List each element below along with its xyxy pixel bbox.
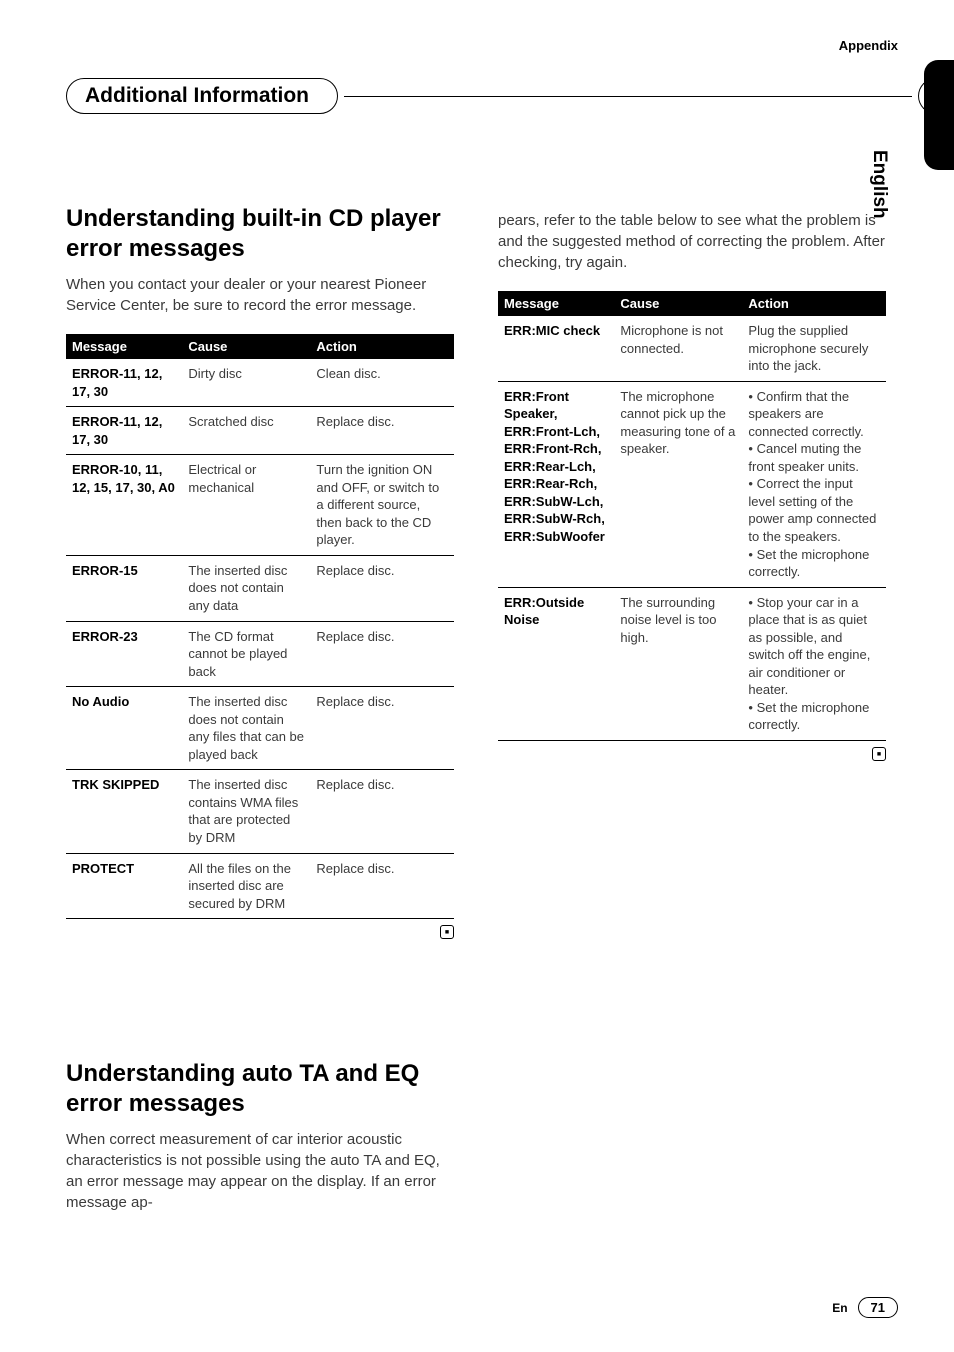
cell-msg: PROTECT (66, 853, 182, 919)
cell-cause: Scratched disc (182, 407, 310, 455)
cell-msg: ERROR-10, 11, 12, 15, 17, 30, A0 (66, 455, 182, 556)
cell-action: Replace disc. (310, 555, 454, 621)
cell-action: • Stop your car in a place that is as qu… (742, 587, 886, 740)
section-end-icon (872, 747, 886, 761)
cell-action: Replace disc. (310, 853, 454, 919)
cell-cause: Dirty disc (182, 359, 310, 407)
cell-msg: ERROR-15 (66, 555, 182, 621)
cell-msg: No Audio (66, 687, 182, 770)
table-row: ERR:Front Speaker, ERR:Front-Lch, ERR:Fr… (498, 381, 886, 587)
footer-lang: En (832, 1301, 847, 1315)
cell-action: • Confirm that the speakers are connecte… (742, 381, 886, 587)
cell-action: Clean disc. (310, 359, 454, 407)
cell-msg: ERR:Outside Noise (498, 587, 614, 740)
cell-cause: The inserted disc does not contain any d… (182, 555, 310, 621)
ta-eq-intro: When correct measurement of car interior… (66, 1129, 454, 1213)
cell-cause: The CD format cannot be played back (182, 621, 310, 687)
cell-action: Turn the ignition ON and OFF, or switch … (310, 455, 454, 556)
table-row: TRK SKIPPEDThe inserted disc contains WM… (66, 770, 454, 853)
col-cause: Cause (614, 291, 742, 316)
table-row: ERROR-10, 11, 12, 15, 17, 30, A0Electric… (66, 455, 454, 556)
table-row: ERROR-15The inserted disc does not conta… (66, 555, 454, 621)
cell-msg: ERR:Front Speaker, ERR:Front-Lch, ERR:Fr… (498, 381, 614, 587)
page-footer: En 71 (832, 1297, 898, 1318)
cell-msg: TRK SKIPPED (66, 770, 182, 853)
cell-msg: ERROR-11, 12, 17, 30 (66, 359, 182, 407)
cell-cause: The surrounding noise level is too high. (614, 587, 742, 740)
header-divider-line (344, 96, 912, 97)
cd-error-heading: Understanding built-in CD player error m… (66, 204, 454, 264)
table-row: ERR:Outside NoiseThe surrounding noise l… (498, 587, 886, 740)
left-column: Understanding built-in CD player error m… (66, 204, 454, 1231)
table-row: No AudioThe inserted disc does not conta… (66, 687, 454, 770)
cell-cause: The microphone cannot pick up the measur… (614, 381, 742, 587)
cell-action: Plug the supplied microphone securely in… (742, 316, 886, 381)
cell-cause: All the files on the inserted disc are s… (182, 853, 310, 919)
cell-action: Replace disc. (310, 621, 454, 687)
cell-action: Replace disc. (310, 407, 454, 455)
right-column: pears, refer to the table below to see w… (498, 204, 886, 1231)
cell-cause: Electrical or mechanical (182, 455, 310, 556)
table-row: ERROR-11, 12, 17, 30Dirty discClean disc… (66, 359, 454, 407)
table-row: PROTECTAll the files on the inserted dis… (66, 853, 454, 919)
page-number: 71 (858, 1297, 898, 1318)
col-message: Message (498, 291, 614, 316)
side-tab-marker (924, 60, 954, 170)
cd-error-intro: When you contact your dealer or your nea… (66, 274, 454, 316)
cell-cause: Microphone is not connected. (614, 316, 742, 381)
col-action: Action (310, 334, 454, 359)
cell-cause: The inserted disc contains WMA files tha… (182, 770, 310, 853)
appendix-label: Appendix (839, 38, 898, 53)
col-cause: Cause (182, 334, 310, 359)
ta-eq-error-table: Message Cause Action ERR:MIC checkMicrop… (498, 291, 886, 741)
cell-cause: The inserted disc does not contain any f… (182, 687, 310, 770)
section-header: Additional Information (66, 78, 898, 114)
col-action: Action (742, 291, 886, 316)
table-row: ERR:MIC checkMicrophone is not connected… (498, 316, 886, 381)
section-end-icon (440, 925, 454, 939)
cell-action: Replace disc. (310, 770, 454, 853)
section-title-pill: Additional Information (66, 78, 338, 114)
table-row: ERROR-23The CD format cannot be played b… (66, 621, 454, 687)
col-message: Message (66, 334, 182, 359)
table-row: ERROR-11, 12, 17, 30Scratched discReplac… (66, 407, 454, 455)
ta-eq-heading: Understanding auto TA and EQ error messa… (66, 1059, 454, 1119)
cell-msg: ERROR-11, 12, 17, 30 (66, 407, 182, 455)
language-tab: English (868, 150, 890, 219)
ta-eq-continuation: pears, refer to the table below to see w… (498, 210, 886, 273)
cell-msg: ERROR-23 (66, 621, 182, 687)
cell-action: Replace disc. (310, 687, 454, 770)
cd-error-table: Message Cause Action ERROR-11, 12, 17, 3… (66, 334, 454, 919)
cell-msg: ERR:MIC check (498, 316, 614, 381)
